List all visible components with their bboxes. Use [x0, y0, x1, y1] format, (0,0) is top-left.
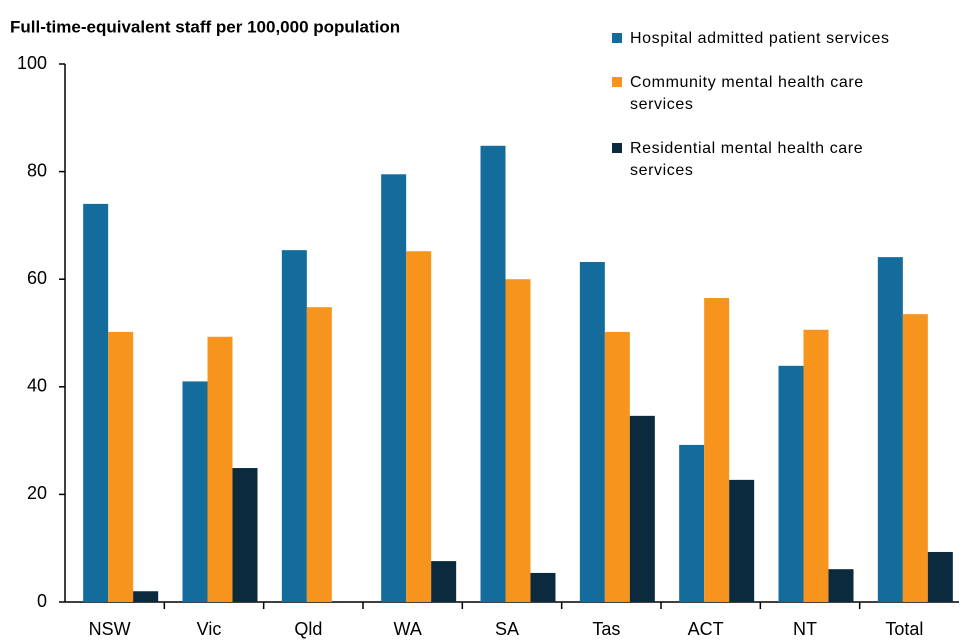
bar [232, 468, 258, 602]
x-tick-label: ACT [688, 619, 724, 639]
bar [381, 174, 407, 603]
x-tick-label: Qld [294, 619, 322, 639]
legend-item: Residential mental health care services [612, 138, 912, 182]
bar [406, 251, 432, 602]
x-tick-label: NSW [89, 619, 131, 639]
bar [182, 381, 208, 602]
bar [431, 561, 457, 602]
y-tick-label: 80 [27, 160, 47, 180]
bar [108, 331, 134, 602]
bar [530, 572, 556, 602]
legend-label: Residential mental health care services [630, 140, 864, 179]
x-tick-label: Tas [592, 619, 620, 639]
bar [480, 145, 506, 602]
bar [778, 365, 804, 602]
bar [505, 279, 531, 602]
bar [207, 336, 233, 602]
x-tick-label: NT [793, 619, 817, 639]
y-tick-label: 100 [17, 53, 47, 73]
bar [133, 591, 159, 602]
legend-item: Community mental health care services [612, 72, 912, 116]
legend: Hospital admitted patient services Commun… [612, 28, 912, 204]
x-tick-label: WA [394, 619, 422, 639]
bar [604, 331, 630, 602]
legend-item: Hospital admitted patient services [612, 28, 912, 50]
legend-label: Community mental health care services [630, 74, 864, 113]
legend-swatch [612, 33, 622, 43]
y-tick-label: 0 [37, 591, 47, 611]
bar [729, 479, 755, 602]
legend-swatch [612, 77, 622, 87]
chart-title: Full-time-equivalent staff per 100,000 p… [10, 17, 400, 36]
y-tick-label: 40 [27, 376, 47, 396]
x-tick-label: Vic [197, 619, 222, 639]
bar [629, 415, 655, 602]
x-tick-label: Total [885, 619, 923, 639]
bar [579, 261, 605, 602]
legend-swatch [612, 143, 622, 153]
bar [704, 298, 730, 602]
bar [803, 329, 829, 602]
bar [679, 444, 705, 602]
x-tick-label: SA [495, 619, 519, 639]
bar [902, 314, 928, 602]
legend-label: Hospital admitted patient services [630, 30, 890, 47]
bar [83, 203, 109, 602]
bar [927, 551, 953, 602]
y-tick-label: 60 [27, 268, 47, 288]
bar [877, 257, 903, 602]
y-tick-label: 20 [27, 483, 47, 503]
bar [306, 307, 332, 602]
bar [828, 569, 854, 602]
bar [281, 250, 307, 602]
